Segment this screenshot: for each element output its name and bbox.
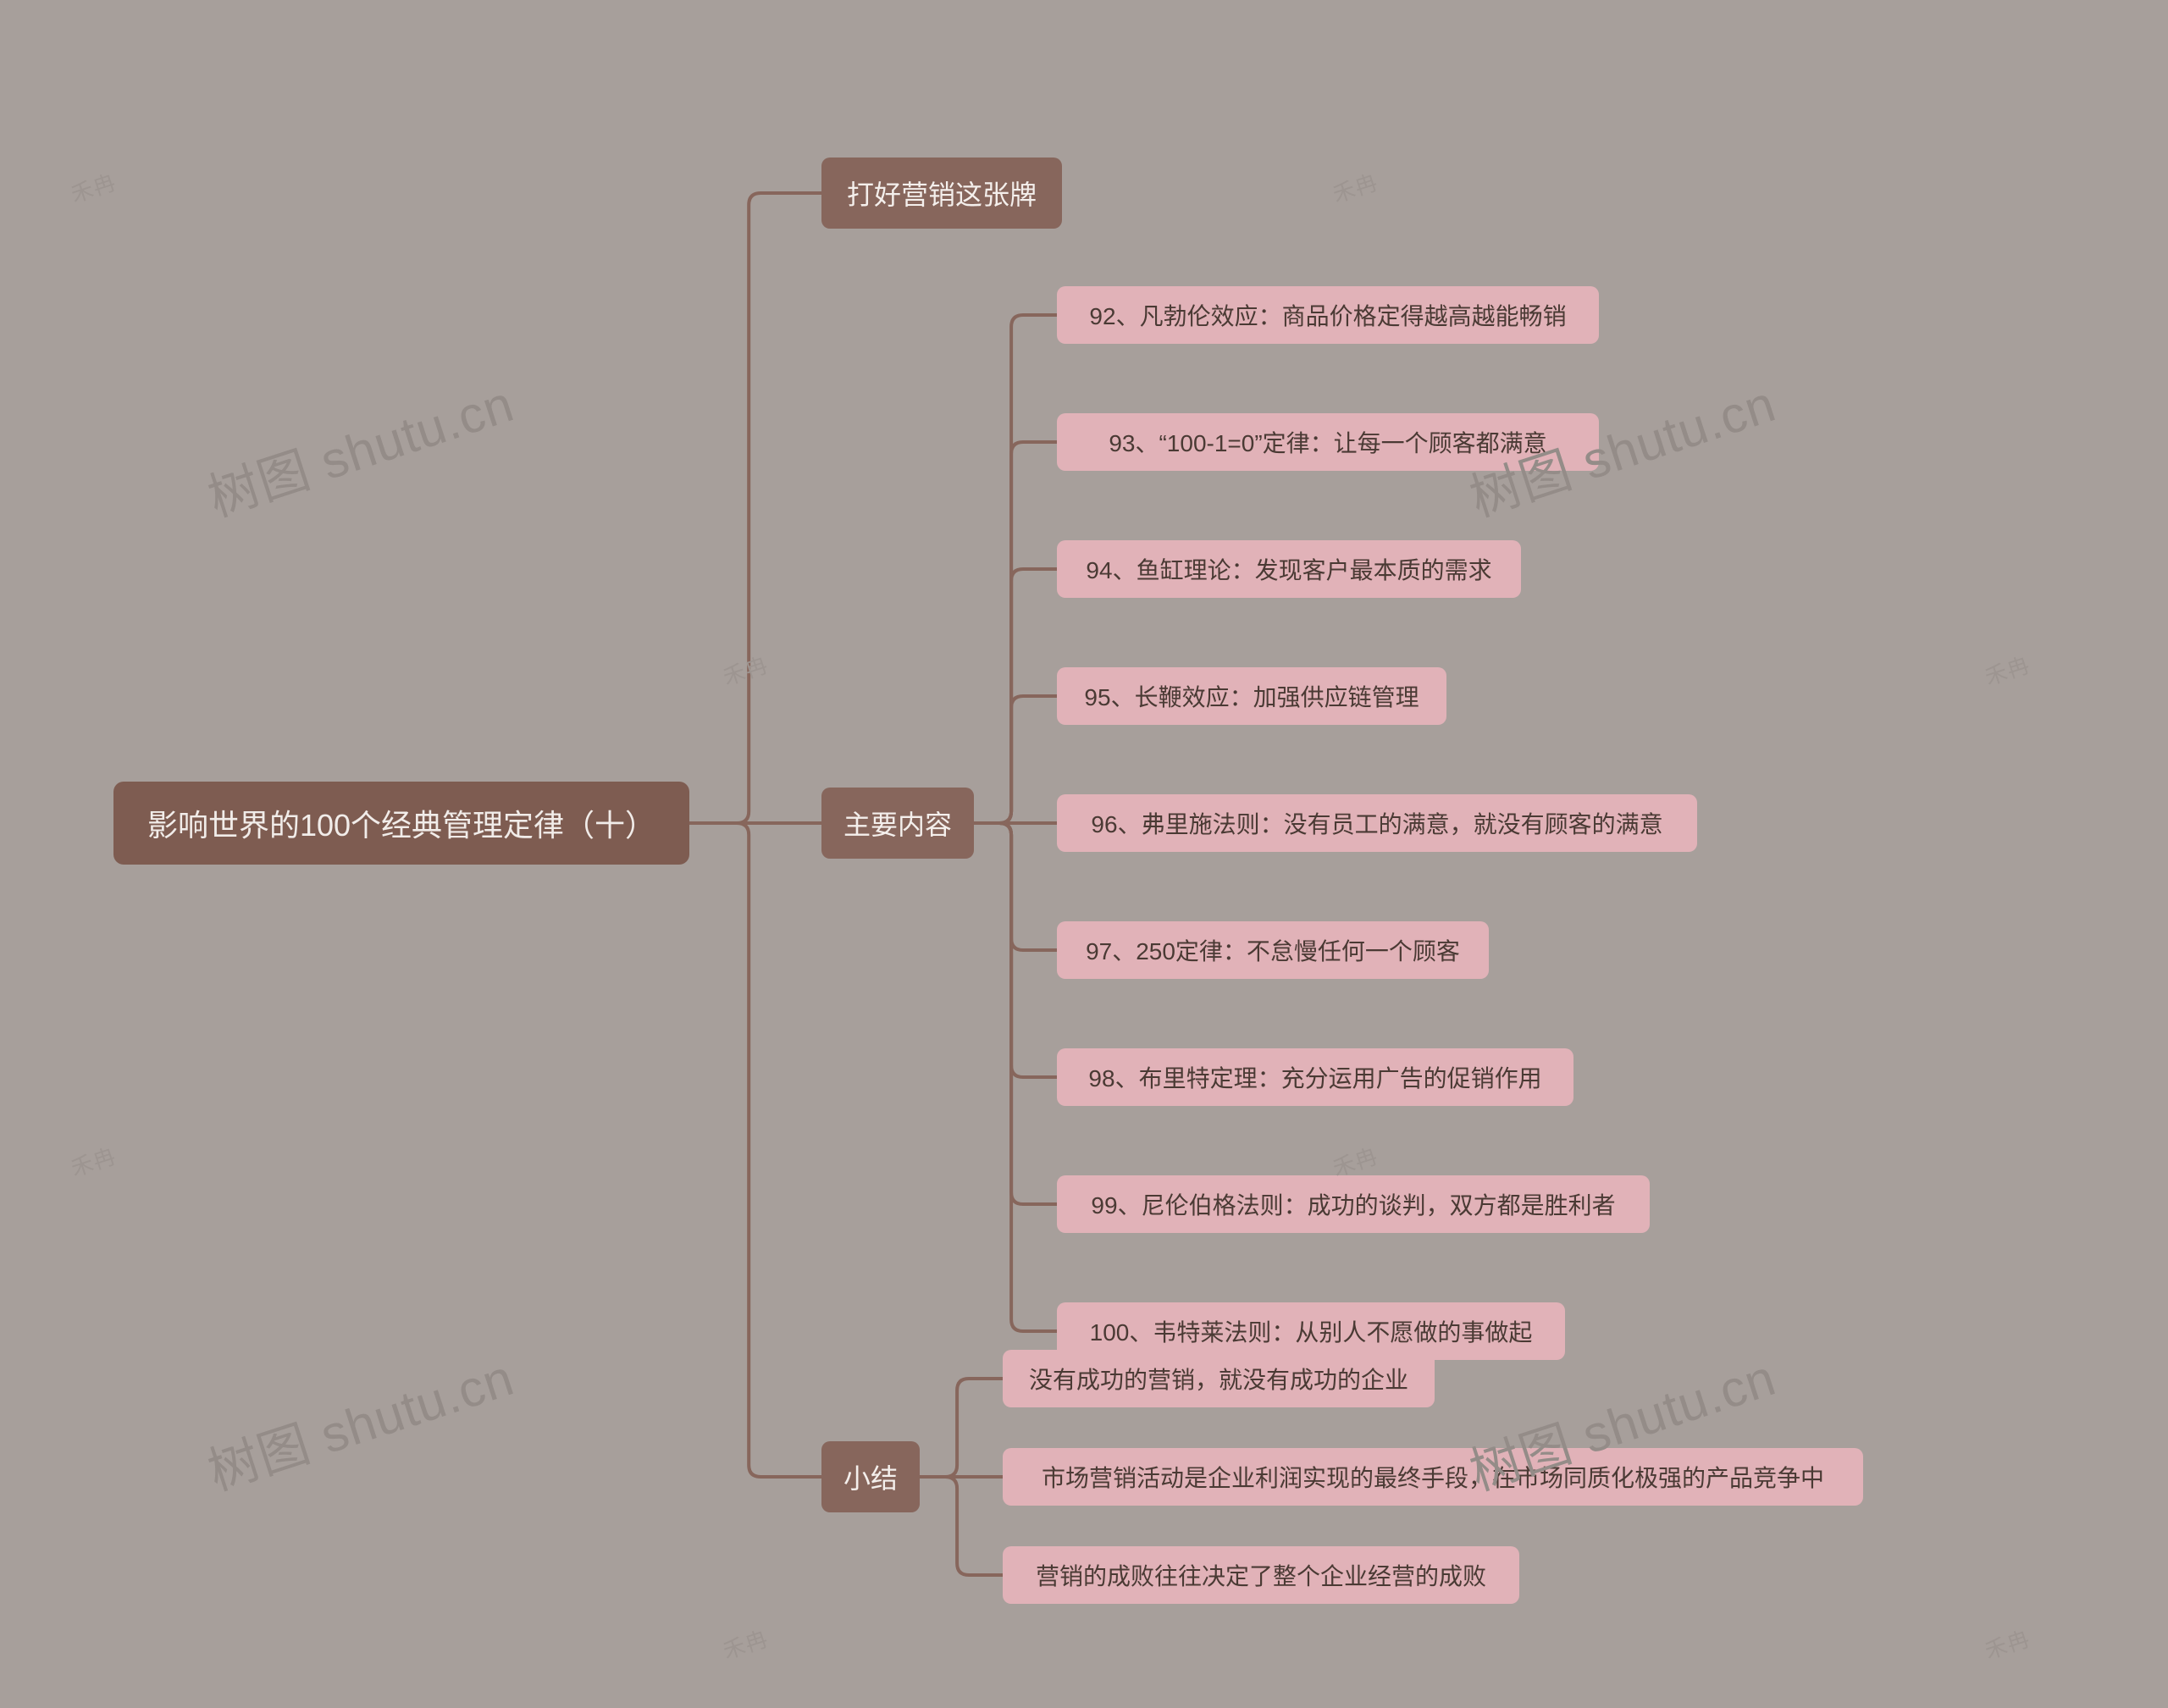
mindmap-node-c7[interactable]: 98、布里特定理：充分运用广告的促销作用 [1057, 1048, 1573, 1106]
watermark-main: 树图 shutu.cn [197, 1337, 522, 1505]
mindmap-node-c3[interactable]: 94、鱼缸理论：发现客户最本质的需求 [1057, 540, 1521, 598]
mindmap-node-c4[interactable]: 95、长鞭效应：加强供应链管理 [1057, 667, 1446, 725]
connector [974, 823, 1057, 950]
watermark-main: 树图 shutu.cn [197, 363, 522, 531]
watermark-small: 禾冉 [67, 165, 120, 209]
node-label: 小结 [843, 1457, 898, 1496]
connector [689, 193, 821, 823]
connector [974, 823, 1057, 1204]
mindmap-node-c6[interactable]: 97、250定律：不怠慢任何一个顾客 [1057, 921, 1489, 979]
mindmap-node-b1[interactable]: 打好营销这张牌 [821, 158, 1062, 229]
node-label: 98、布里特定理：充分运用广告的促销作用 [1088, 1060, 1541, 1094]
node-label: 97、250定律：不怠慢任何一个顾客 [1086, 933, 1460, 967]
mindmap-node-c1[interactable]: 92、凡勃伦效应：商品价格定得越高越能畅销 [1057, 286, 1599, 344]
connector [974, 315, 1057, 823]
watermark-small: 禾冉 [1981, 1622, 2034, 1666]
mindmap-node-c5[interactable]: 96、弗里施法则：没有员工的满意，就没有顾客的满意 [1057, 794, 1697, 852]
watermark-small: 禾冉 [1981, 648, 2034, 692]
mindmap-node-s3[interactable]: 营销的成败往往决定了整个企业经营的成败 [1003, 1546, 1519, 1604]
node-label: 94、鱼缸理论：发现客户最本质的需求 [1086, 552, 1491, 586]
connector [974, 442, 1057, 823]
node-label: 打好营销这张牌 [847, 174, 1037, 213]
mindmap-node-b3[interactable]: 小结 [821, 1441, 920, 1512]
mindmap-canvas: 影响世界的100个经典管理定律（十） 打好营销这张牌主要内容小结 92、凡勃伦效应：… [0, 0, 2168, 1708]
node-label: 93、“100-1=0”定律：让每一个顾客都满意 [1109, 425, 1546, 459]
node-label: 96、弗里施法则：没有员工的满意，就没有顾客的满意 [1091, 806, 1662, 840]
node-label: 主要内容 [843, 804, 952, 843]
connector [974, 823, 1057, 1077]
connector [689, 823, 821, 1477]
watermark-small: 禾冉 [719, 1622, 772, 1666]
mindmap-node-b2[interactable]: 主要内容 [821, 788, 974, 859]
node-label: 100、韦特莱法则：从别人不愿做的事做起 [1090, 1314, 1533, 1348]
node-label: 市场营销活动是企业利润实现的最终手段，在市场同质化极强的产品竞争中 [1042, 1460, 1824, 1494]
node-label: 影响世界的100个经典管理定律（十） [147, 801, 655, 845]
mindmap-node-c8[interactable]: 99、尼伦伯格法则：成功的谈判，双方都是胜利者 [1057, 1175, 1650, 1233]
watermark-small: 禾冉 [719, 648, 772, 692]
watermark-small: 禾冉 [1329, 165, 1382, 209]
connector [974, 569, 1057, 823]
mindmap-node-s1[interactable]: 没有成功的营销，就没有成功的企业 [1003, 1350, 1435, 1407]
watermark-small: 禾冉 [67, 1139, 120, 1183]
connector [974, 696, 1057, 823]
node-label: 没有成功的营销，就没有成功的企业 [1029, 1362, 1408, 1396]
mindmap-node-c2[interactable]: 93、“100-1=0”定律：让每一个顾客都满意 [1057, 413, 1599, 471]
node-label: 95、长鞭效应：加强供应链管理 [1084, 679, 1419, 713]
connector [974, 823, 1057, 1331]
mindmap-node-root[interactable]: 影响世界的100个经典管理定律（十） [113, 782, 689, 865]
connector [920, 1379, 1003, 1477]
node-label: 99、尼伦伯格法则：成功的谈判，双方都是胜利者 [1091, 1187, 1615, 1221]
node-label: 营销的成败往往决定了整个企业经营的成败 [1036, 1558, 1486, 1592]
connector [920, 1477, 1003, 1575]
mindmap-node-s2[interactable]: 市场营销活动是企业利润实现的最终手段，在市场同质化极强的产品竞争中 [1003, 1448, 1863, 1506]
node-label: 92、凡勃伦效应：商品价格定得越高越能畅销 [1089, 298, 1566, 332]
